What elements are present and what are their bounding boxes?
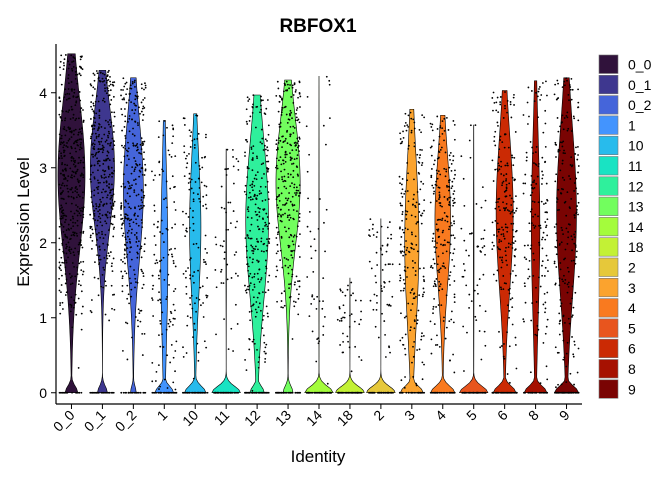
x-axis-label: Identity	[291, 447, 346, 466]
legend-label-2: 2	[628, 260, 636, 276]
points-8	[522, 80, 549, 394]
points-3	[398, 111, 426, 394]
violin-10	[184, 113, 207, 394]
violins-layer	[57, 53, 580, 394]
points-9	[553, 77, 580, 394]
x-tick-label: 5	[463, 407, 480, 424]
chart-title: RBFOX1	[279, 16, 357, 37]
points-10	[181, 114, 209, 394]
x-tick-label: 0_1	[81, 407, 109, 435]
legend-label-5: 5	[628, 320, 636, 336]
legend-label-14: 14	[628, 219, 644, 235]
points-0_1	[89, 69, 116, 394]
legend-label-18: 18	[628, 239, 644, 255]
x-tick-label: 13	[272, 407, 294, 429]
violin-18	[335, 277, 365, 394]
legend-label-6: 6	[628, 341, 636, 357]
violin-3	[399, 108, 424, 394]
points-2	[368, 218, 395, 394]
legend-label-0_0: 0_0	[628, 57, 652, 73]
violin-14	[304, 75, 334, 394]
legend-swatch-0_0	[598, 54, 619, 74]
points-1	[151, 120, 178, 394]
points-18	[336, 281, 363, 394]
legend-swatch-18	[598, 237, 619, 257]
points-13	[275, 80, 302, 394]
legend-label-1: 1	[628, 117, 636, 133]
x-tick-label: 8	[525, 407, 542, 424]
x-tick-label: 2	[370, 407, 387, 424]
points-11	[213, 148, 240, 394]
points-4	[429, 115, 456, 394]
legend: 0_0 0_1 0_2 1 10 11 12 13 14 18 2 3 4 5 6 8 9	[598, 54, 652, 399]
legend-swatch-1	[598, 115, 619, 135]
y-axis-label: Expression Level	[14, 157, 33, 286]
x-tick-label: 12	[241, 407, 263, 429]
violin-11	[211, 148, 241, 394]
points-5	[460, 124, 487, 394]
legend-label-0_1: 0_1	[628, 77, 652, 93]
x-tick-label: 6	[494, 407, 511, 424]
violin-1	[154, 120, 174, 394]
violin-8	[523, 80, 548, 394]
violin-0_2	[123, 77, 144, 394]
x-tick-label: 14	[303, 407, 325, 429]
legend-swatch-0_2	[598, 95, 619, 115]
legend-swatch-5	[598, 318, 619, 338]
points-layer	[58, 54, 580, 394]
legend-label-12: 12	[628, 178, 644, 194]
points-12	[243, 94, 271, 394]
legend-swatch-14	[598, 217, 619, 237]
legend-label-13: 13	[628, 199, 644, 215]
legend-swatch-2	[598, 257, 619, 277]
points-0_2	[120, 77, 147, 394]
points-0_0	[58, 54, 85, 394]
legend-swatch-11	[598, 156, 619, 176]
legend-swatch-3	[598, 277, 619, 298]
legend-label-9: 9	[628, 381, 636, 397]
legend-label-10: 10	[628, 138, 644, 154]
legend-swatch-4	[598, 298, 619, 318]
legend-label-11: 11	[628, 158, 643, 174]
legend-label-4: 4	[628, 300, 636, 316]
legend-label-0_2: 0_2	[628, 97, 652, 113]
x-tick-label: 10	[179, 407, 201, 429]
legend-swatch-10	[598, 135, 619, 155]
y-tick-label: 2	[39, 235, 47, 251]
y-tick-label: 4	[39, 85, 47, 101]
x-tick-label: 3	[401, 407, 418, 424]
legend-swatch-8	[598, 359, 619, 379]
x-tick-label: 18	[334, 407, 356, 429]
legend-swatch-6	[598, 338, 619, 359]
x-tick-label: 1	[154, 407, 171, 424]
y-tick-label: 3	[39, 160, 47, 176]
x-tick-label: 11	[211, 407, 233, 429]
y-tick-label: 1	[39, 310, 47, 326]
legend-swatch-13	[598, 196, 619, 216]
x-tick-label: 0_0	[50, 407, 78, 435]
points-14	[305, 75, 333, 394]
x-tick-label: 9	[556, 407, 573, 424]
legend-label-3: 3	[628, 280, 636, 296]
y-tick-label: 0	[39, 385, 47, 401]
violin-0_0	[57, 53, 86, 394]
x-tick-label: 4	[432, 407, 449, 424]
legend-swatch-0_1	[598, 75, 619, 95]
x-tick-label: 0_2	[112, 407, 140, 435]
points-6	[491, 91, 518, 394]
legend-swatch-12	[598, 176, 619, 196]
violin-2	[366, 218, 396, 394]
legend-label-8: 8	[628, 361, 636, 377]
legend-swatch-9	[598, 379, 619, 399]
violin-5	[458, 124, 489, 394]
